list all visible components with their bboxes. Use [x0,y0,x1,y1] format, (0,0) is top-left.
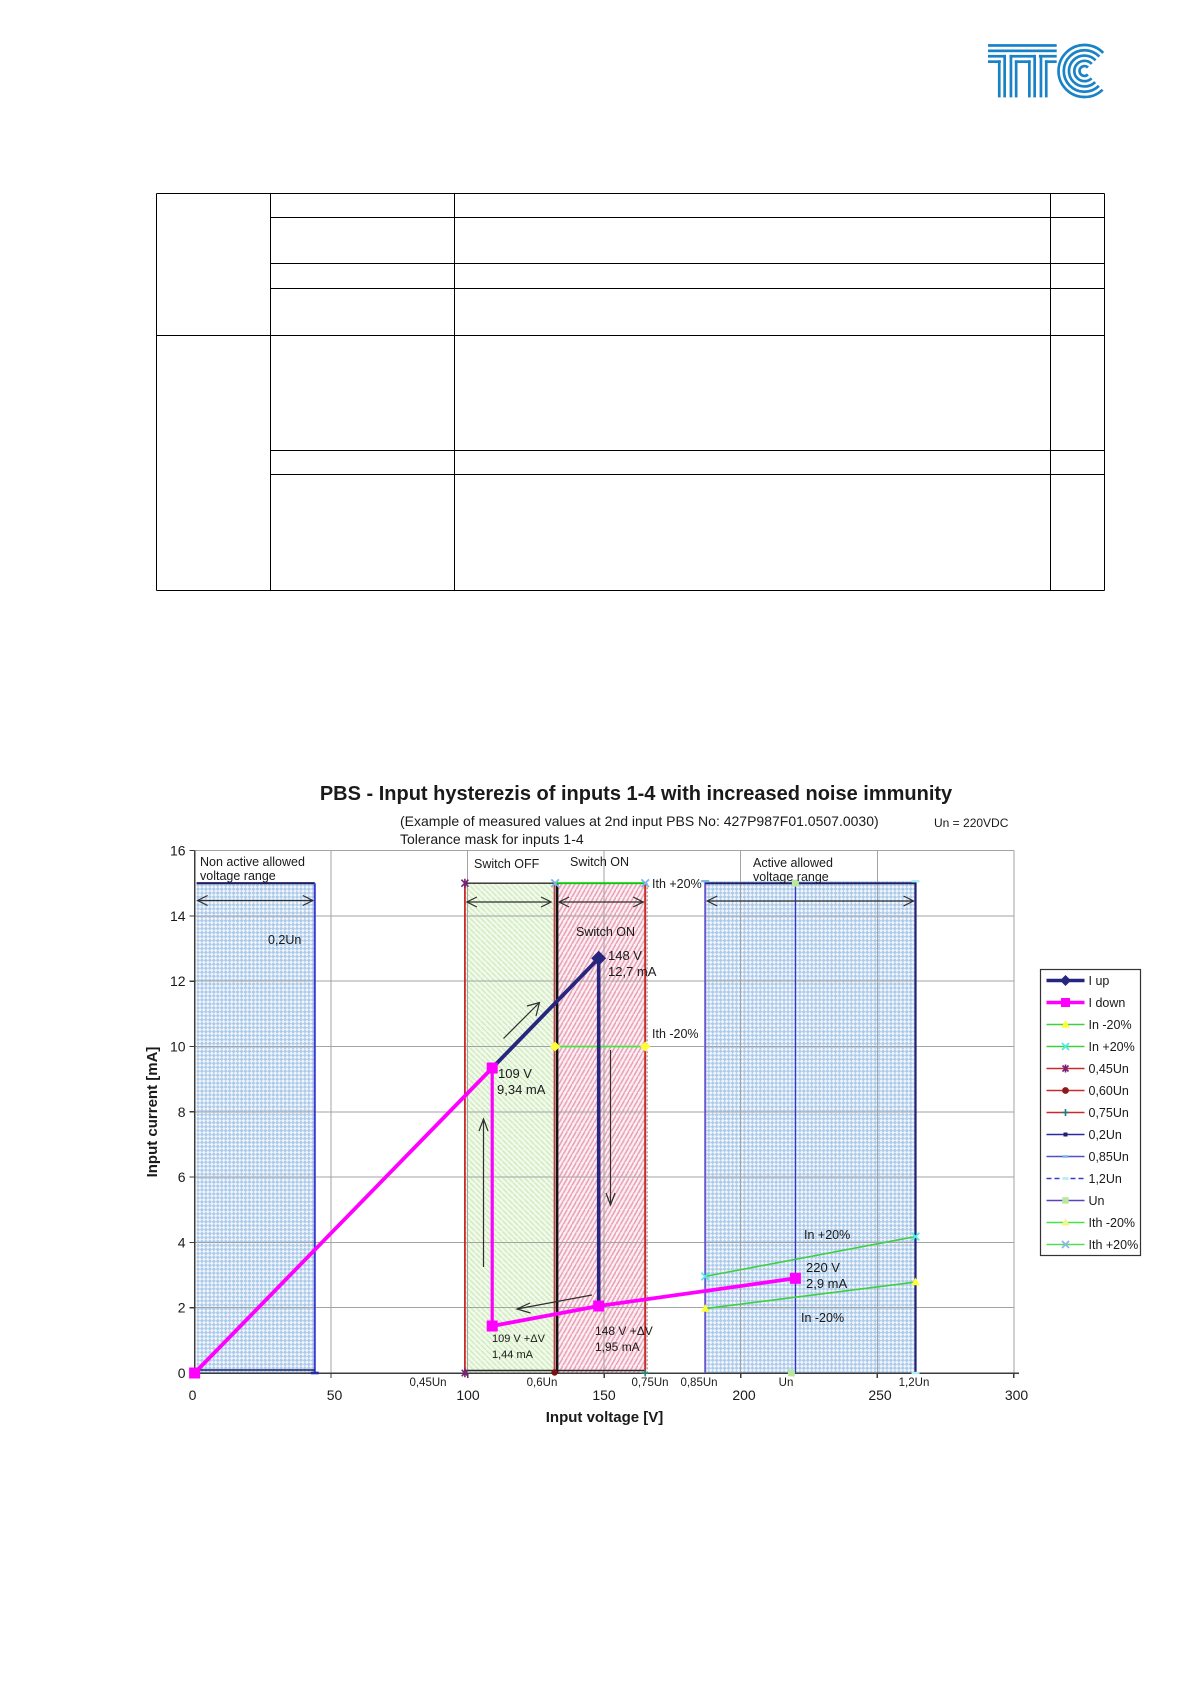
svg-text:Tolerance mask for inputs 1-4: Tolerance mask for inputs 1-4 [400,831,584,847]
svg-text:148 V: 148 V [608,948,642,963]
svg-text:12: 12 [170,973,186,989]
svg-text:Switch OFF: Switch OFF [474,857,540,871]
svg-text:Non active allowed: Non active allowed [200,855,305,869]
svg-text:4: 4 [178,1234,186,1250]
svg-text:0,85Un: 0,85Un [680,1377,717,1389]
svg-text:150: 150 [592,1387,616,1403]
svg-text:1,95 mA: 1,95 mA [595,1340,640,1354]
svg-text:0,2Un: 0,2Un [1089,1128,1122,1142]
svg-text:voltage range: voltage range [753,870,829,884]
svg-text:Switch ON: Switch ON [576,925,635,939]
svg-text:100: 100 [456,1387,480,1403]
svg-text:Ith +20%: Ith +20% [1089,1238,1139,1252]
svg-text:0,75Un: 0,75Un [631,1377,668,1389]
svg-text:0: 0 [178,1365,186,1381]
svg-text:250: 250 [868,1387,892,1403]
svg-text:In -20%: In -20% [1089,1018,1132,1032]
svg-text:12,7 mA: 12,7 mA [608,964,657,979]
svg-text:6: 6 [178,1169,186,1185]
svg-text:Input current [mA]: Input current [mA] [144,1047,161,1178]
svg-text:220 V: 220 V [806,1260,840,1275]
svg-text:1,44 mA: 1,44 mA [492,1349,534,1361]
svg-text:Ith +20%: Ith +20% [652,877,702,891]
svg-text:Un: Un [1089,1194,1105,1208]
svg-text:In -20%: In -20% [801,1311,844,1325]
svg-text:In +20%: In +20% [804,1228,850,1242]
svg-text:2,9 mA: 2,9 mA [806,1276,848,1291]
svg-text:1,2Un: 1,2Un [1089,1172,1122,1186]
svg-text:0,75Un: 0,75Un [1089,1106,1129,1120]
svg-text:Active allowed: Active allowed [753,856,833,870]
svg-text:0,45Un: 0,45Un [409,1377,446,1389]
svg-text:(Example of measured values at: (Example of measured values at 2nd input… [400,813,879,829]
svg-text:0,6Un: 0,6Un [527,1377,558,1389]
svg-text:0: 0 [189,1387,197,1403]
svg-text:Ith -20%: Ith -20% [1089,1216,1136,1230]
svg-text:Un = 220VDC: Un = 220VDC [934,816,1009,830]
svg-text:PBS - Input hysterezis of inpu: PBS - Input hysterezis of inputs 1-4 wit… [320,783,953,805]
svg-text:14: 14 [170,908,186,924]
svg-text:Input voltage [V]: Input voltage [V] [546,1409,664,1426]
svg-text:I up: I up [1089,974,1110,988]
svg-text:109 V: 109 V [498,1066,532,1081]
svg-text:0,85Un: 0,85Un [1089,1150,1129,1164]
svg-text:0,45Un: 0,45Un [1089,1062,1129,1076]
svg-text:Ith -20%: Ith -20% [652,1027,699,1041]
svg-text:Un: Un [779,1377,794,1389]
svg-text:9,34 mA: 9,34 mA [497,1082,546,1097]
svg-text:8: 8 [178,1104,186,1120]
svg-text:200: 200 [732,1387,756,1403]
svg-text:Switch ON: Switch ON [570,855,629,869]
svg-text:109 V +ΔV: 109 V +ΔV [492,1333,546,1345]
svg-text:50: 50 [327,1387,343,1403]
svg-text:In +20%: In +20% [1089,1040,1135,1054]
svg-text:2: 2 [178,1300,186,1316]
svg-text:1,2Un: 1,2Un [899,1377,930,1389]
svg-text:0,2Un: 0,2Un [268,933,301,947]
svg-text:voltage range: voltage range [200,869,276,883]
svg-text:148 V +ΔV: 148 V +ΔV [595,1324,653,1338]
svg-text:300: 300 [1005,1387,1029,1403]
svg-text:10: 10 [170,1039,186,1055]
svg-text:16: 16 [170,843,186,859]
svg-text:0,60Un: 0,60Un [1089,1084,1129,1098]
svg-text:I down: I down [1089,996,1126,1010]
